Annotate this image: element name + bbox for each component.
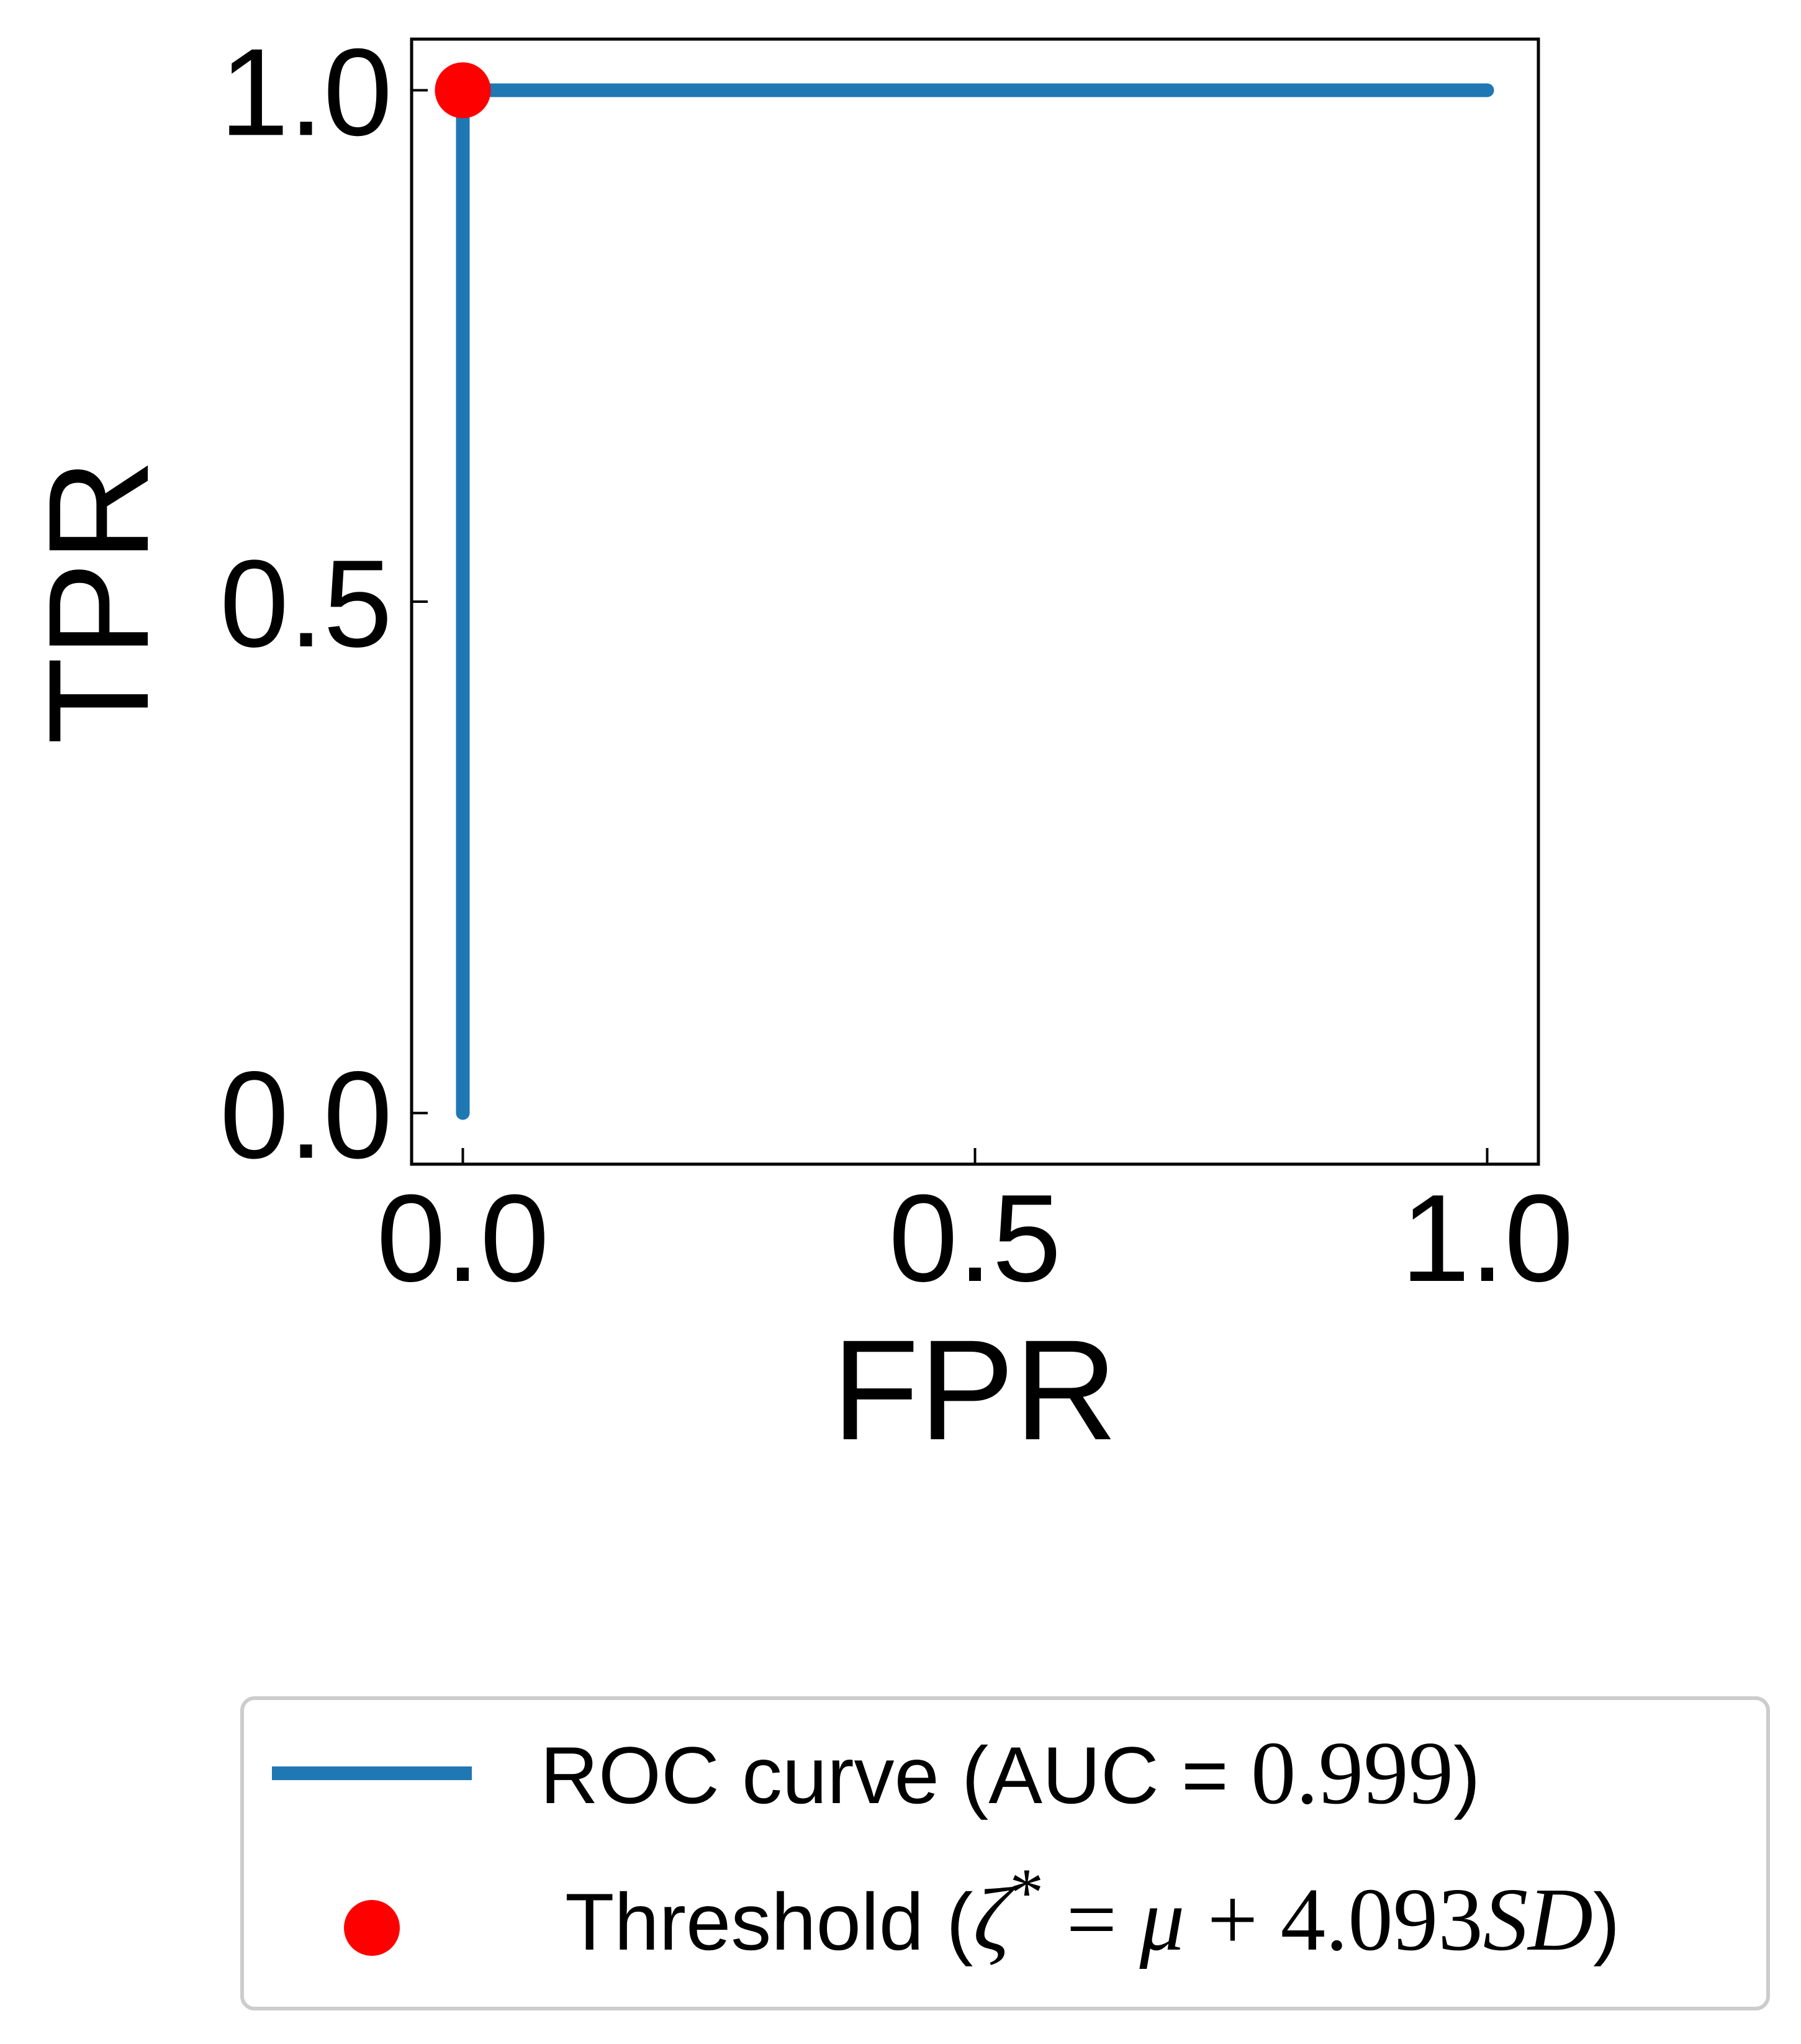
x-tick-label: 0.0	[376, 1169, 549, 1308]
x-tick-label: 1.0	[1401, 1169, 1573, 1308]
threshold-point	[435, 62, 491, 119]
marks	[435, 62, 1494, 1120]
roc-curve-line	[456, 83, 1494, 1120]
y-tick-label: 0.5	[220, 535, 392, 673]
x-axis-label: FPR	[832, 1310, 1117, 1470]
legend-frame	[240, 1696, 1770, 2010]
legend-roc-label: ROC curve (AUC = 0.999)	[540, 1724, 1480, 1823]
ticks: 0.0 0.5 1.0 0.0 0.5 1.0	[220, 23, 1574, 1308]
legend-threshold-swatch	[344, 1900, 400, 1956]
y-axis-label: TPR	[19, 459, 178, 744]
y-tick-label: 1.0	[220, 23, 392, 161]
x-tick-label: 0.5	[888, 1169, 1061, 1308]
legend: ROC curve (AUC = 0.999) Threshold (ζ* = …	[240, 1696, 1770, 2010]
y-tick-label: 0.0	[220, 1046, 392, 1185]
legend-threshold-label: Threshold (ζ* = μ + 4.093SD)	[565, 1855, 1620, 1969]
plot-frame	[410, 37, 1540, 1166]
